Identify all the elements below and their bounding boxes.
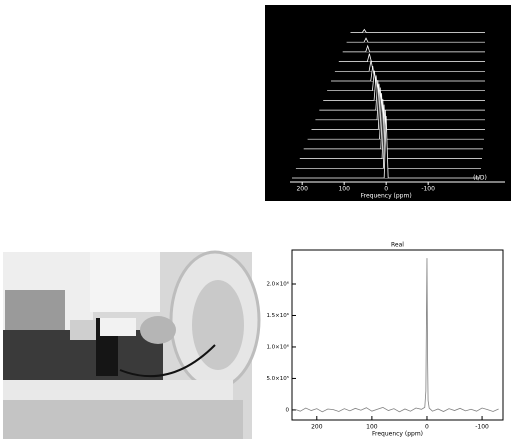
chart-title: Real — [391, 242, 404, 249]
y-tick-label: 1.5×10⁶ — [266, 312, 289, 319]
scanner-photo — [3, 252, 259, 439]
x-tick-label: 0 — [425, 424, 429, 431]
x-tick-label: 200 — [311, 424, 323, 431]
y-tick-label: 0 — [286, 407, 290, 413]
x-tick-label: 200 — [296, 186, 308, 193]
x-tick-label: -100 — [475, 424, 489, 431]
x-axis-label: Frequency (ppm) — [372, 431, 423, 438]
y-tick-label: 2.0×10⁶ — [266, 281, 289, 288]
x-tick-label: 100 — [366, 424, 378, 431]
x-axis-label: Frequency (ppm) — [361, 193, 412, 200]
x-tick-label: 0 — [384, 186, 388, 193]
plot-frame — [292, 250, 503, 420]
y-tick-label: 5.0×10⁵ — [266, 375, 289, 382]
figure: 2001000-100Frequency (ppm)(t/D) Real2001… — [0, 0, 511, 439]
y-tick-label: 1.0×10⁶ — [266, 343, 289, 350]
x-tick-label: 100 — [338, 186, 350, 193]
x-tick-label: -100 — [421, 186, 435, 193]
page: {"chart_data": [ {"type": "waterfall", "… — [0, 0, 511, 439]
